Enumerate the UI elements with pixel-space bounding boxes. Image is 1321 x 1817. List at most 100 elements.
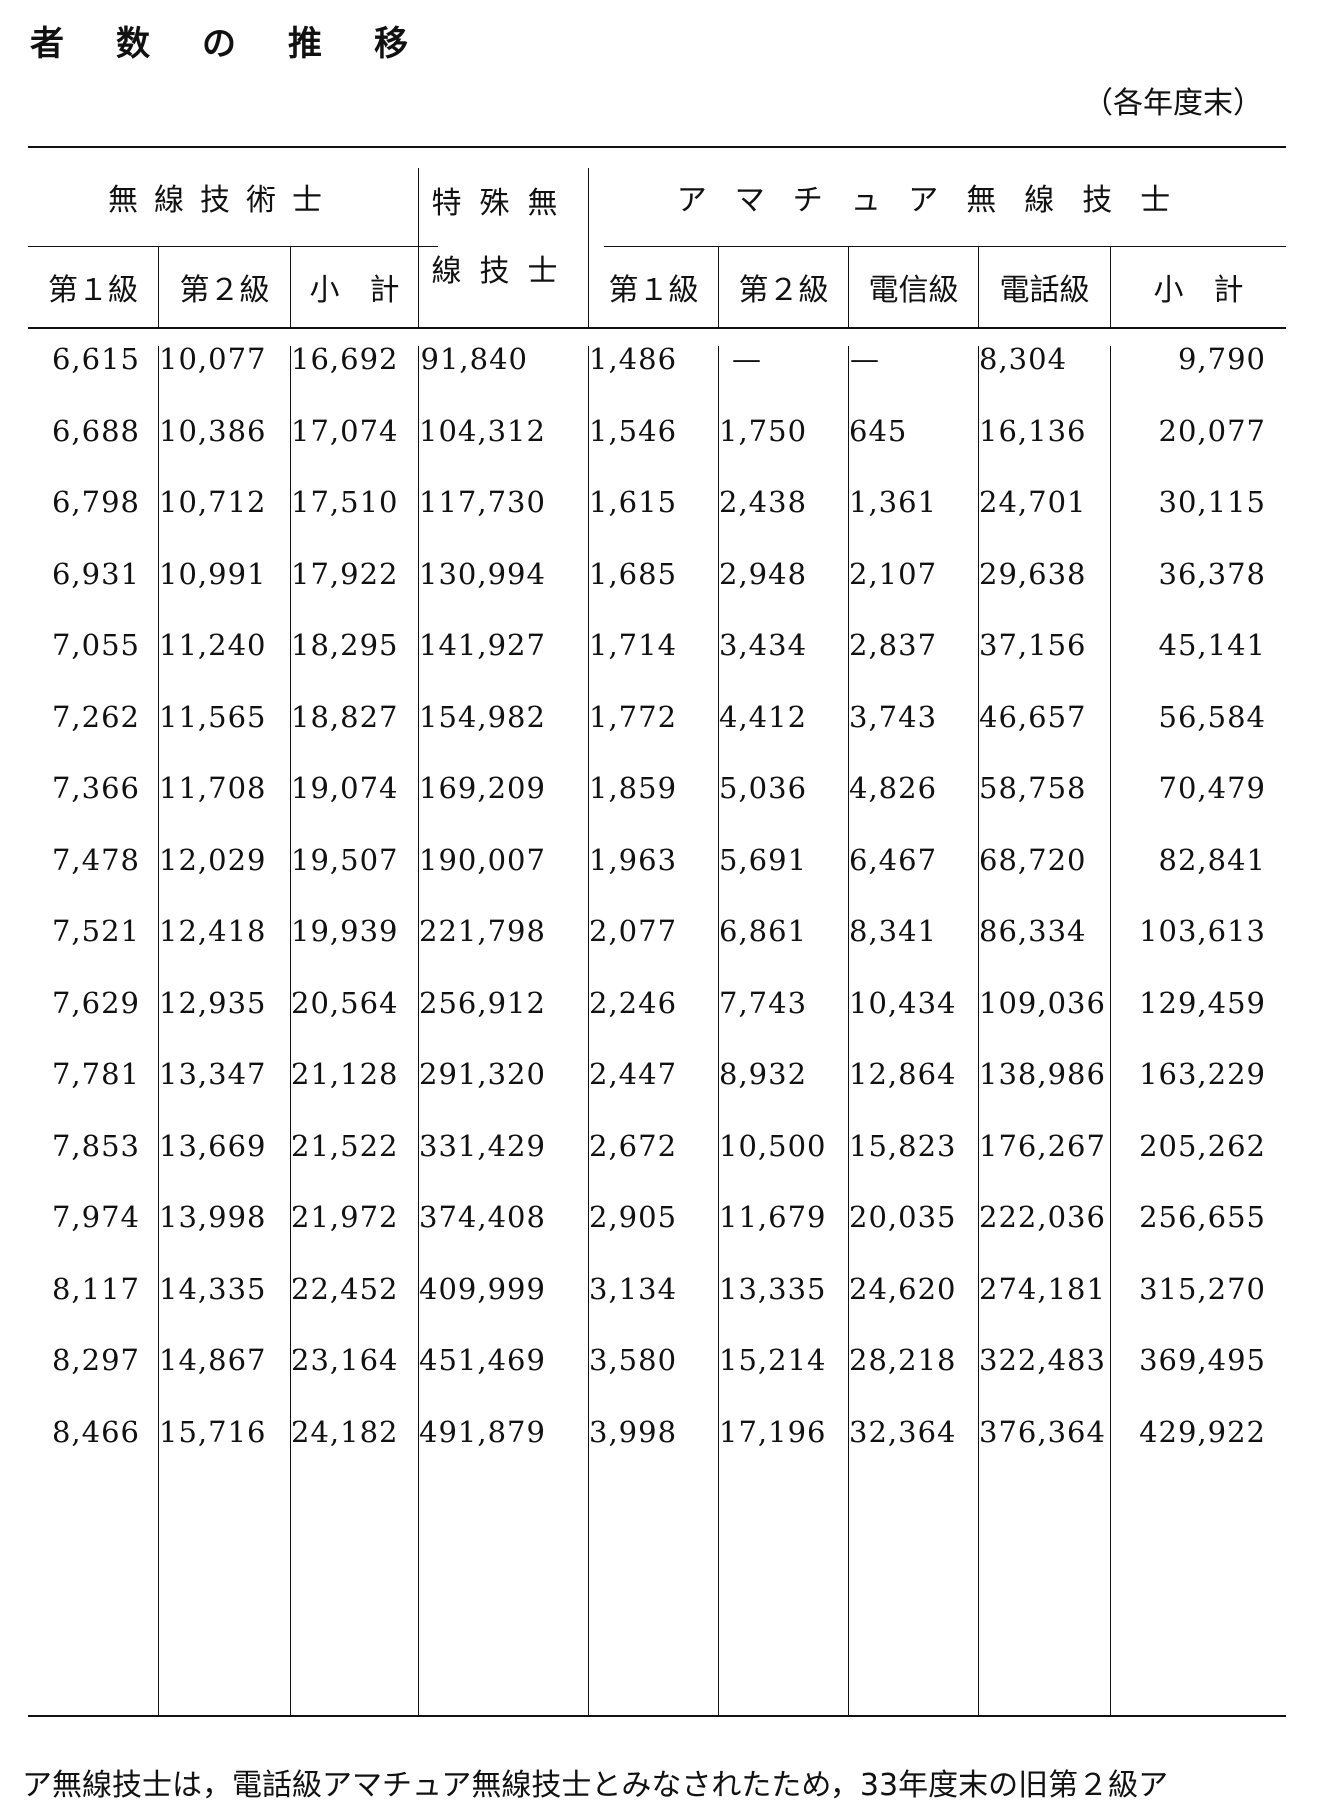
cell-tokushu: 169,209 <box>419 771 546 805</box>
cell-musen-subtotal: 23,164 <box>291 1343 399 1377</box>
cell-amateur-denshin: 24,620 <box>849 1271 957 1306</box>
col-divider <box>290 346 291 1716</box>
cell-amateur-subtotal: 30,115 <box>1158 485 1266 519</box>
cell-amateur-1kyu: 3,134 <box>589 1271 678 1306</box>
cell-amateur-1kyu: 3,580 <box>589 1343 678 1377</box>
cell-amateur-subtotal: 369,495 <box>1139 1343 1266 1377</box>
col-divider <box>978 346 979 1716</box>
cell-tokushu: 409,999 <box>419 1271 546 1306</box>
cell-musen-subtotal: 19,074 <box>291 771 399 805</box>
cell-musen-subtotal: 17,922 <box>291 556 399 591</box>
cell-amateur-denwa: 37,156 <box>979 628 1087 662</box>
table-top-rule <box>28 146 1286 148</box>
cell-amateur-denshin: 2,837 <box>849 628 938 662</box>
cell-amateur-denwa: 109,036 <box>979 985 1106 1020</box>
cell-amateur-2kyu: 10,500 <box>719 1128 827 1163</box>
cell-amateur-denwa: 138,986 <box>979 1057 1106 1091</box>
cell-musen-2kyu: 11,565 <box>159 699 267 734</box>
cell-amateur-1kyu: 1,685 <box>589 556 678 591</box>
cell-amateur-2kyu: 5,036 <box>719 771 808 805</box>
cell-musen-2kyu: 12,029 <box>159 842 267 877</box>
cell-musen-2kyu: 11,708 <box>159 771 267 805</box>
header-amateur-1kyu: 第１級 <box>608 273 699 308</box>
cell-amateur-denwa: 274,181 <box>979 1271 1106 1306</box>
cell-amateur-2kyu: 5,691 <box>719 842 808 877</box>
cell-amateur-denwa: 24,701 <box>979 485 1087 519</box>
cell-amateur-denshin: 4,826 <box>849 771 938 805</box>
cell-tokushu: 221,798 <box>419 914 546 948</box>
cell-musen-subtotal: 18,295 <box>291 628 399 662</box>
footnote: ア無線技士は，電話級アマチュア無線技士とみなされたため，33年度末の旧第２級ア <box>22 1768 1169 1803</box>
cell-amateur-denwa: 376,364 <box>979 1414 1106 1449</box>
cell-musen-1kyu: 7,521 <box>51 914 140 948</box>
cell-musen-subtotal: 18,827 <box>291 699 399 734</box>
cell-amateur-1kyu: 1,859 <box>589 771 678 805</box>
cell-amateur-1kyu: 2,447 <box>589 1057 678 1091</box>
cell-tokushu: 451,469 <box>419 1343 546 1377</box>
header-amateur-denshin: 電信級 <box>868 273 959 308</box>
cell-tokushu: 130,994 <box>419 556 546 591</box>
cell-musen-1kyu: 7,478 <box>51 842 140 877</box>
cell-amateur-denshin: 32,364 <box>849 1414 957 1449</box>
cell-musen-subtotal: 16,692 <box>291 342 399 376</box>
cell-amateur-denshin: 1,361 <box>849 485 938 519</box>
cell-amateur-2kyu: 11,679 <box>719 1200 827 1234</box>
cell-amateur-2kyu: 7,743 <box>719 985 808 1020</box>
cell-amateur-1kyu: 2,077 <box>589 914 678 948</box>
cell-musen-1kyu: 8,117 <box>51 1271 140 1306</box>
cell-tokushu: 141,927 <box>419 628 546 662</box>
cell-amateur-subtotal: 429,922 <box>1139 1414 1266 1449</box>
statistics-table: 無線技術士 特殊無 線技士 アマチュア無線技士 第１級 第２級 小 計 第１級 … <box>28 146 1286 1717</box>
col-divider <box>418 168 419 329</box>
col-divider <box>848 246 849 329</box>
header-musen-2kyu: 第２級 <box>179 273 270 308</box>
cell-amateur-denshin: 2,107 <box>849 556 938 591</box>
cell-amateur-denshin: 3,743 <box>849 699 938 734</box>
cell-amateur-2kyu: 1,750 <box>719 413 808 448</box>
cell-amateur-subtotal: 205,262 <box>1139 1128 1266 1163</box>
cell-musen-2kyu: 13,669 <box>159 1128 267 1163</box>
cell-musen-subtotal: 21,972 <box>291 1200 399 1234</box>
cell-musen-subtotal: 24,182 <box>291 1414 399 1449</box>
cell-amateur-denwa: 58,758 <box>979 771 1087 805</box>
header-musen-1kyu: 第１級 <box>48 273 138 308</box>
cell-amateur-subtotal: 56,584 <box>1158 699 1266 734</box>
cell-amateur-2kyu: — <box>732 342 762 376</box>
cell-musen-1kyu: 8,297 <box>51 1343 140 1377</box>
cell-amateur-subtotal: 36,378 <box>1158 556 1266 591</box>
col-divider <box>290 246 291 329</box>
cell-tokushu: 154,982 <box>419 699 546 734</box>
cell-amateur-denshin: 6,467 <box>849 842 938 877</box>
cell-tokushu: 117,730 <box>419 485 546 519</box>
cell-amateur-2kyu: 13,335 <box>719 1271 827 1306</box>
cell-amateur-denwa: 222,036 <box>979 1200 1106 1234</box>
cell-tokushu: 91,840 <box>420 342 528 376</box>
cell-amateur-2kyu: 6,861 <box>719 914 808 948</box>
cell-amateur-denshin: 10,434 <box>849 985 957 1020</box>
cell-amateur-denwa: 46,657 <box>979 699 1087 734</box>
header-amateur-subtotal: 小 計 <box>1153 273 1244 308</box>
cell-amateur-denshin: 28,218 <box>849 1343 957 1377</box>
cell-musen-subtotal: 21,128 <box>291 1057 399 1091</box>
header-amateur-2kyu: 第２級 <box>738 273 829 308</box>
cell-amateur-subtotal: 82,841 <box>1158 842 1266 877</box>
cell-musen-subtotal: 22,452 <box>291 1271 399 1306</box>
cell-tokushu: 291,320 <box>419 1057 546 1091</box>
cell-amateur-subtotal: 9,790 <box>1177 342 1266 376</box>
cell-tokushu: 491,879 <box>419 1414 546 1449</box>
header-amateur-denwa: 電話級 <box>999 273 1090 308</box>
cell-musen-2kyu: 15,716 <box>159 1414 267 1449</box>
cell-musen-2kyu: 13,998 <box>159 1200 267 1234</box>
cell-musen-2kyu: 10,991 <box>159 556 267 591</box>
cell-amateur-2kyu: 2,438 <box>719 485 808 519</box>
col-divider <box>418 346 419 1716</box>
cell-amateur-1kyu: 2,672 <box>589 1128 678 1163</box>
cell-musen-subtotal: 20,564 <box>291 985 399 1020</box>
table-bottom-rule <box>28 1715 1286 1717</box>
group-divider-amateur <box>604 246 1286 247</box>
col-divider <box>158 246 159 329</box>
cell-tokushu: 104,312 <box>419 413 546 448</box>
cell-amateur-denwa: 16,136 <box>979 413 1087 448</box>
cell-amateur-denwa: 86,334 <box>979 914 1087 948</box>
cell-amateur-denshin: — <box>850 342 880 376</box>
